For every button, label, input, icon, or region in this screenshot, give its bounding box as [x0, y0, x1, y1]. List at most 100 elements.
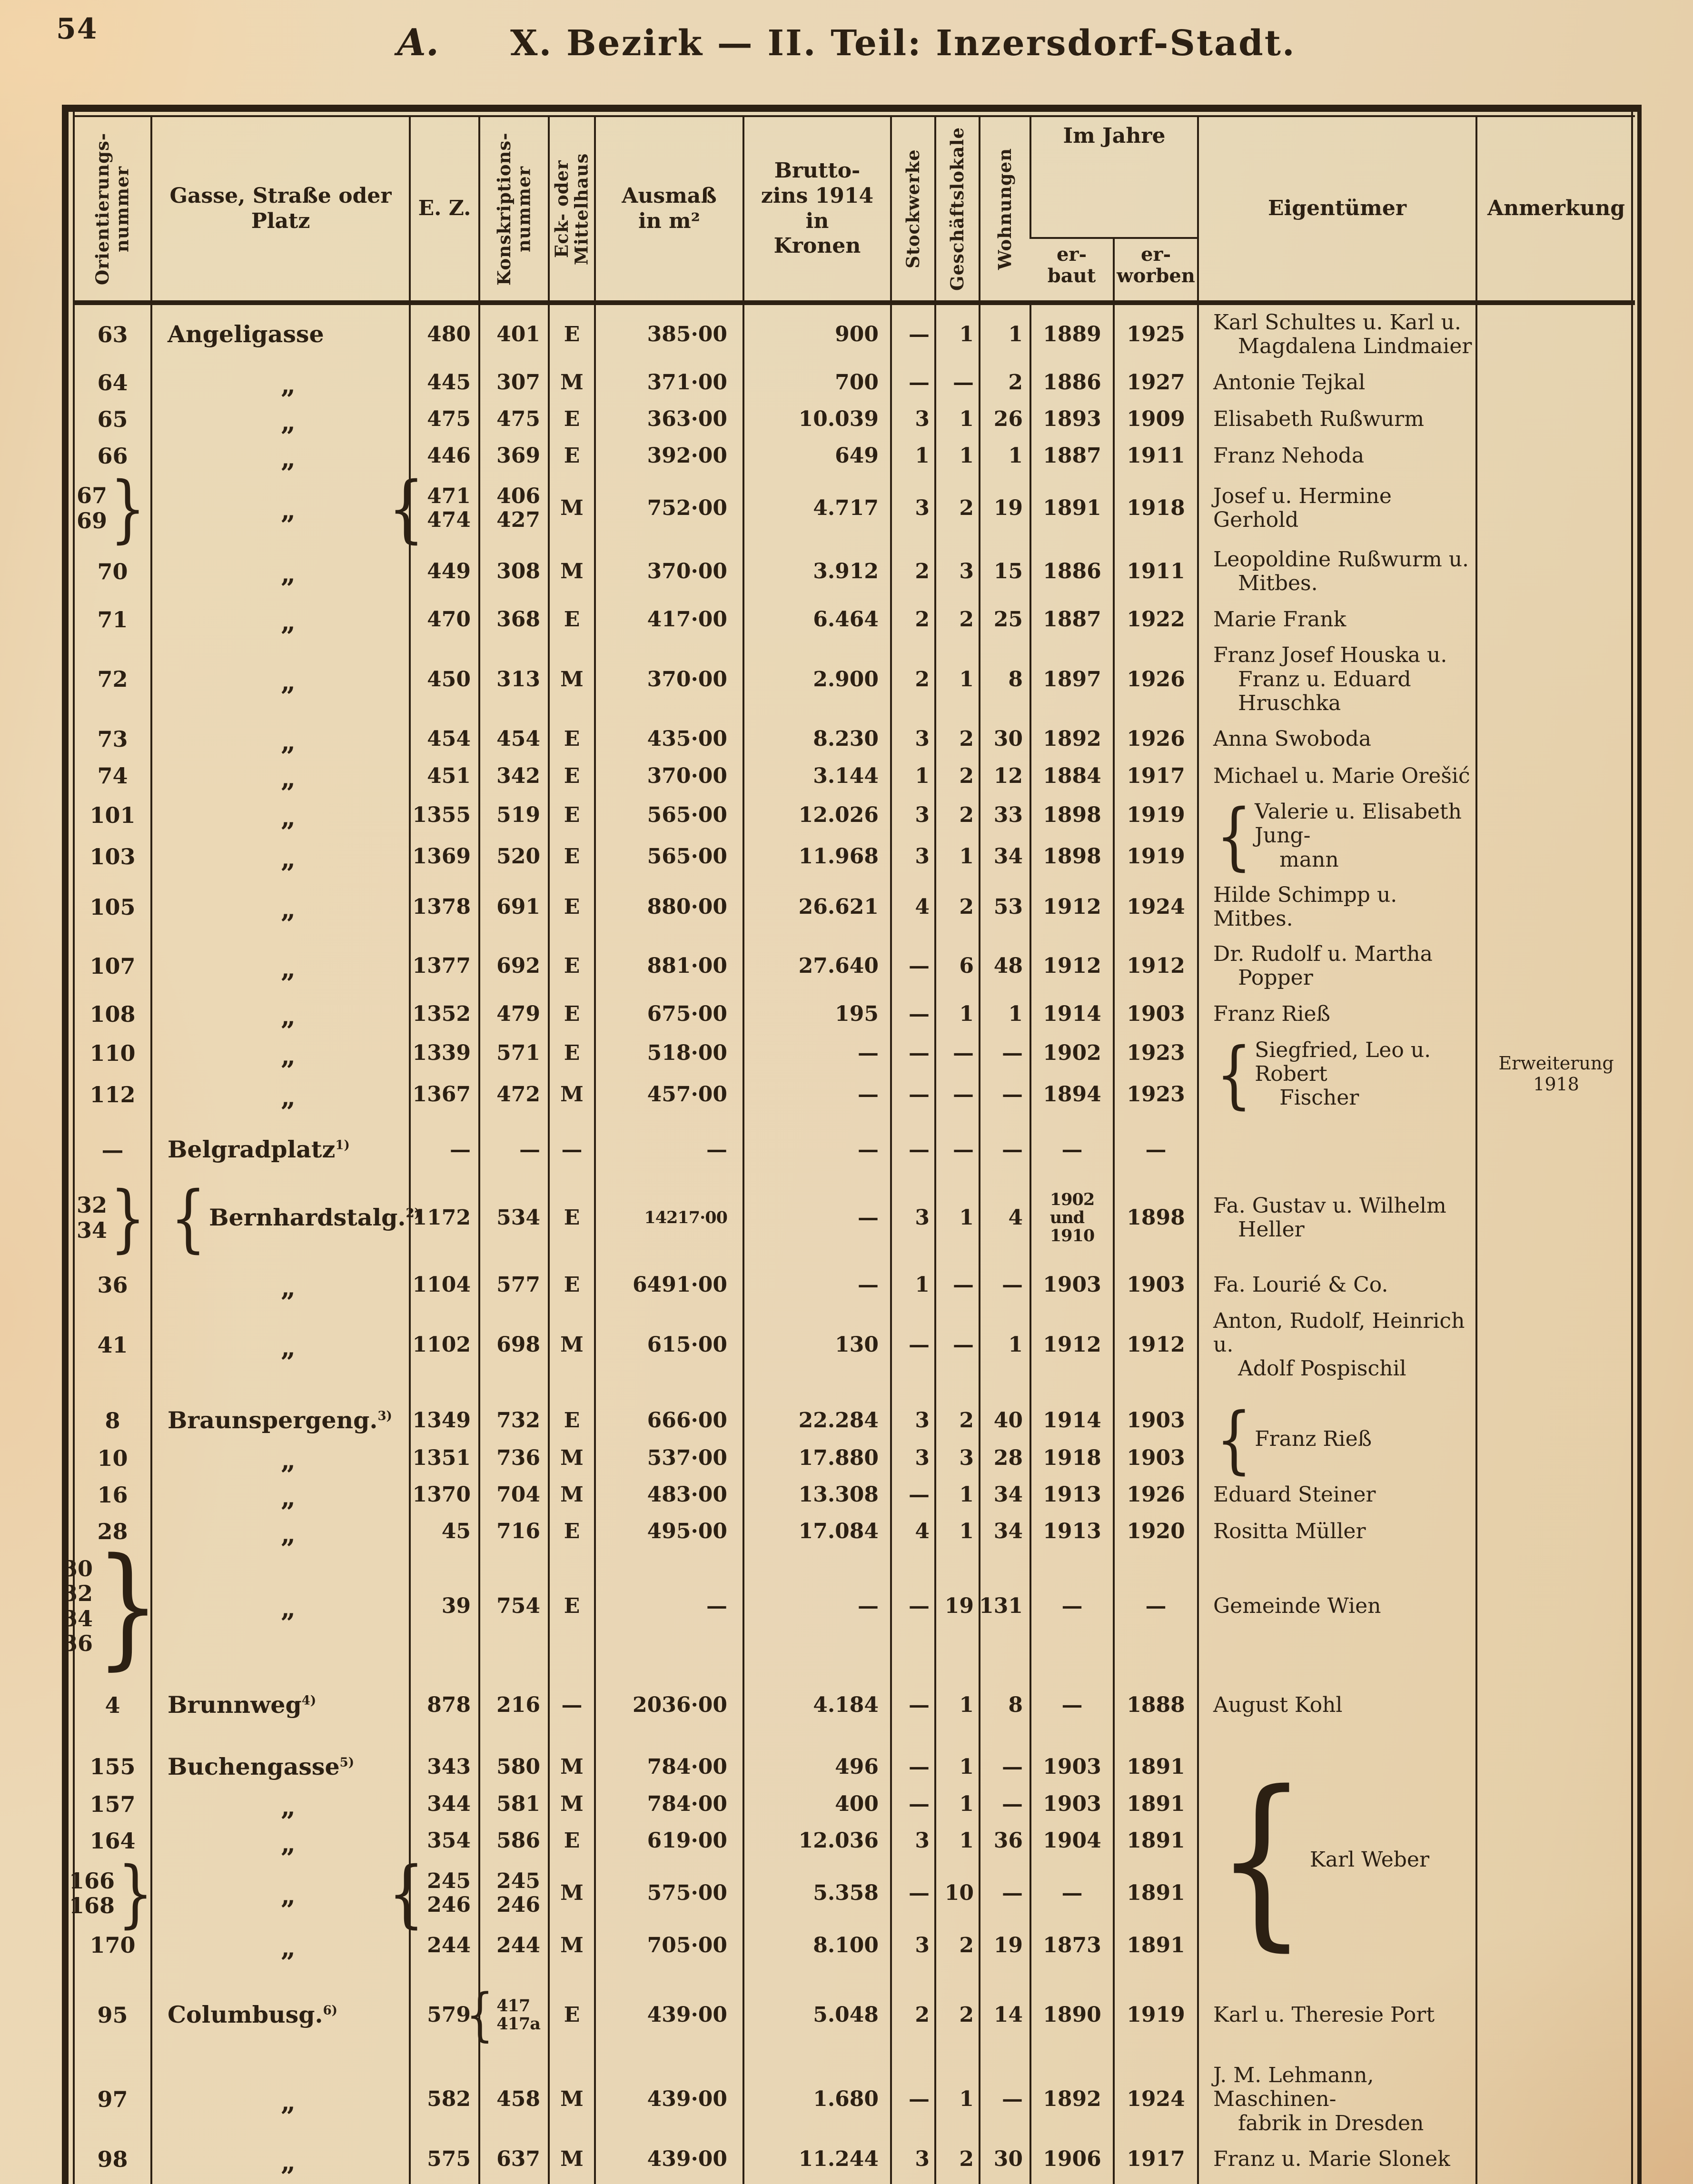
cell-text: 880·00: [647, 894, 727, 919]
cell-text: Siegfried, Leo u. Robert Fischer: [1255, 1038, 1431, 1110]
cell-text: 3: [959, 1445, 974, 1470]
group-brace: {: [170, 1175, 207, 1261]
cell-text: 435·00: [647, 727, 727, 751]
cell-text: 534: [496, 1205, 540, 1230]
table-row: 67 69} „ {471 474 406 427 M 752·00 4.717 3 2 19 1891 1…: [75, 472, 1635, 545]
cell-gasse: „: [150, 1859, 410, 1927]
cell-text: 2: [959, 2003, 974, 2027]
cell-erworben: 1891: [1112, 1859, 1198, 1927]
cell-ez: 1377: [409, 937, 479, 996]
cell-wohnungen: 48: [979, 937, 1030, 996]
cell-text: 3: [959, 559, 974, 583]
cell-text: 475: [427, 407, 471, 432]
cell-anmerkung: [1475, 437, 1635, 474]
cell-text: E: [564, 1273, 580, 1297]
cell-text: 155: [89, 1754, 136, 1780]
cell-orientierungsnummer: 166 168}: [69, 1857, 153, 1929]
cell-text: 1: [959, 444, 974, 468]
cell-text: 11.968: [798, 844, 879, 869]
cell-konskriptionsnummer: 577: [478, 1251, 549, 1304]
cell-text: —: [858, 1137, 879, 1162]
cell-text: 1913: [1043, 1519, 1101, 1544]
cell-anmerkung: [1475, 1304, 1635, 1387]
cell-ez: 1339: [409, 1032, 479, 1074]
cell-stockwerke: 3: [890, 2141, 935, 2178]
cell-text: 1893: [1043, 407, 1101, 432]
cell-orientierungsnummer: 105: [75, 878, 151, 937]
cell-text: 1: [915, 763, 930, 788]
cell-text: 457·00: [647, 1082, 727, 1107]
cell-eigentuemer: {Karl Weber: [1197, 1732, 1477, 1973]
cell-eigentuemer: Josef u. Hermine Gerhold: [1197, 474, 1477, 542]
cell-eigentuemer: Fa. Lourié & Co.: [1197, 1251, 1477, 1304]
cell-text: 1917: [1127, 2147, 1185, 2172]
cell-bruttozins: 12.026: [743, 794, 891, 836]
cell-ausmass: 385·00: [594, 303, 743, 365]
cell-konskriptionsnummer: 313: [478, 638, 549, 721]
cell-text: 8: [1008, 667, 1023, 692]
cell-erbaut: 1902: [1030, 1032, 1114, 1074]
cell-eigentuemer: Antonie Tejkal: [1197, 364, 1477, 401]
cell-gasse: {Bernhardstalg.2): [150, 1168, 420, 1261]
cell-text: 704: [496, 1482, 540, 1507]
cell-text: 3: [915, 407, 930, 432]
cell-text: 417 417a: [496, 1996, 541, 2034]
cell-bruttozins: 4.717: [743, 474, 891, 542]
cell-anmerkung: [1475, 601, 1635, 638]
cell-text: 1: [959, 322, 974, 347]
cell-text: 105: [89, 894, 136, 920]
cell-geschaeftslokale: 2: [934, 1927, 980, 1973]
cell-text: 27.640: [798, 954, 879, 978]
cell-text: —: [953, 1082, 974, 1107]
cell-erworben: 1891: [1112, 1732, 1198, 1786]
cell-text: —: [909, 1082, 930, 1107]
cell-erbaut: 1902 und 1910: [1030, 1168, 1114, 1252]
cell-text: —: [1002, 1082, 1023, 1107]
table-sheet: Orientierungs- nummer Gasse, Straße oder…: [62, 105, 1642, 2184]
cell-text: —: [706, 1137, 727, 1162]
cell-erbaut: —: [1030, 1550, 1114, 1671]
cell-ausmass: 752·00: [594, 474, 743, 542]
cell-anmerkung: [1475, 1440, 1635, 1477]
cell-erbaut: —: [1030, 1859, 1114, 1927]
cell-text: 1.680: [813, 2087, 879, 2112]
cell-text: 1886: [1043, 559, 1101, 583]
cell-text: 615·00: [647, 1333, 727, 1357]
cell-erworben: 1924: [1112, 877, 1198, 937]
cell-bruttozins: —: [743, 1074, 891, 1116]
cell-eigentuemer: Fa. Gustav u. Wilhelm Heller: [1197, 1168, 1477, 1252]
cell-eck-mittelhaus: E: [548, 303, 595, 365]
cell-eck-mittelhaus: M: [548, 1786, 595, 1823]
cell-text: J. M. Lehmann, Maschinen-fabrik in Dresd…: [1213, 2063, 1424, 2135]
ditto-mark: „: [280, 1272, 296, 1303]
cell-ez: 579: [409, 1972, 479, 2043]
cell-eck-mittelhaus: M: [548, 1074, 595, 1116]
cell-text: 1873: [1043, 1933, 1101, 1957]
cell-text: —: [1061, 1593, 1083, 1618]
cell-text: 1902 und 1910: [1049, 1190, 1095, 1245]
cell-text: —: [909, 954, 930, 978]
ditto-mark: „: [280, 558, 296, 589]
cell-text: Antonie Tejkal: [1213, 370, 1366, 395]
cell-stockwerke: —: [890, 1304, 935, 1387]
cell-text: 2: [959, 495, 974, 520]
cell-geschaeftslokale: 1: [934, 1476, 980, 1513]
column-header-wohnungen: Wohnungen: [979, 116, 1030, 305]
title-section-letter: A.: [397, 21, 439, 64]
cell-text: 2: [959, 1933, 974, 1957]
table-row: 155 Buchengasse5) 343 580 M 784·00 496—1—1903 1…: [75, 1732, 1635, 1973]
cell-ausmass: 575·00: [594, 1859, 743, 1927]
cell-text: Fa. Gustav u. Wilhelm Heller: [1213, 1193, 1446, 1242]
cell-text: 1172: [412, 1205, 471, 1230]
ditto-mark: „: [280, 2086, 296, 2117]
cell-eigentuemer: Karl Schultes u. Karl u. Magdalena Lindma…: [1197, 303, 1477, 365]
cell-text: 36: [993, 1828, 1023, 1853]
cell-text: E: [564, 1205, 580, 1230]
cell-text: E: [564, 1519, 580, 1544]
cell-text: —: [1002, 1880, 1023, 1905]
cell-geschaeftslokale: 1: [934, 1732, 980, 1786]
cell-geschaeftslokale: —: [934, 1251, 980, 1304]
cell-text: 579: [427, 2003, 471, 2027]
cell-text: E: [564, 727, 580, 751]
cell-text: 170: [89, 1932, 136, 1958]
